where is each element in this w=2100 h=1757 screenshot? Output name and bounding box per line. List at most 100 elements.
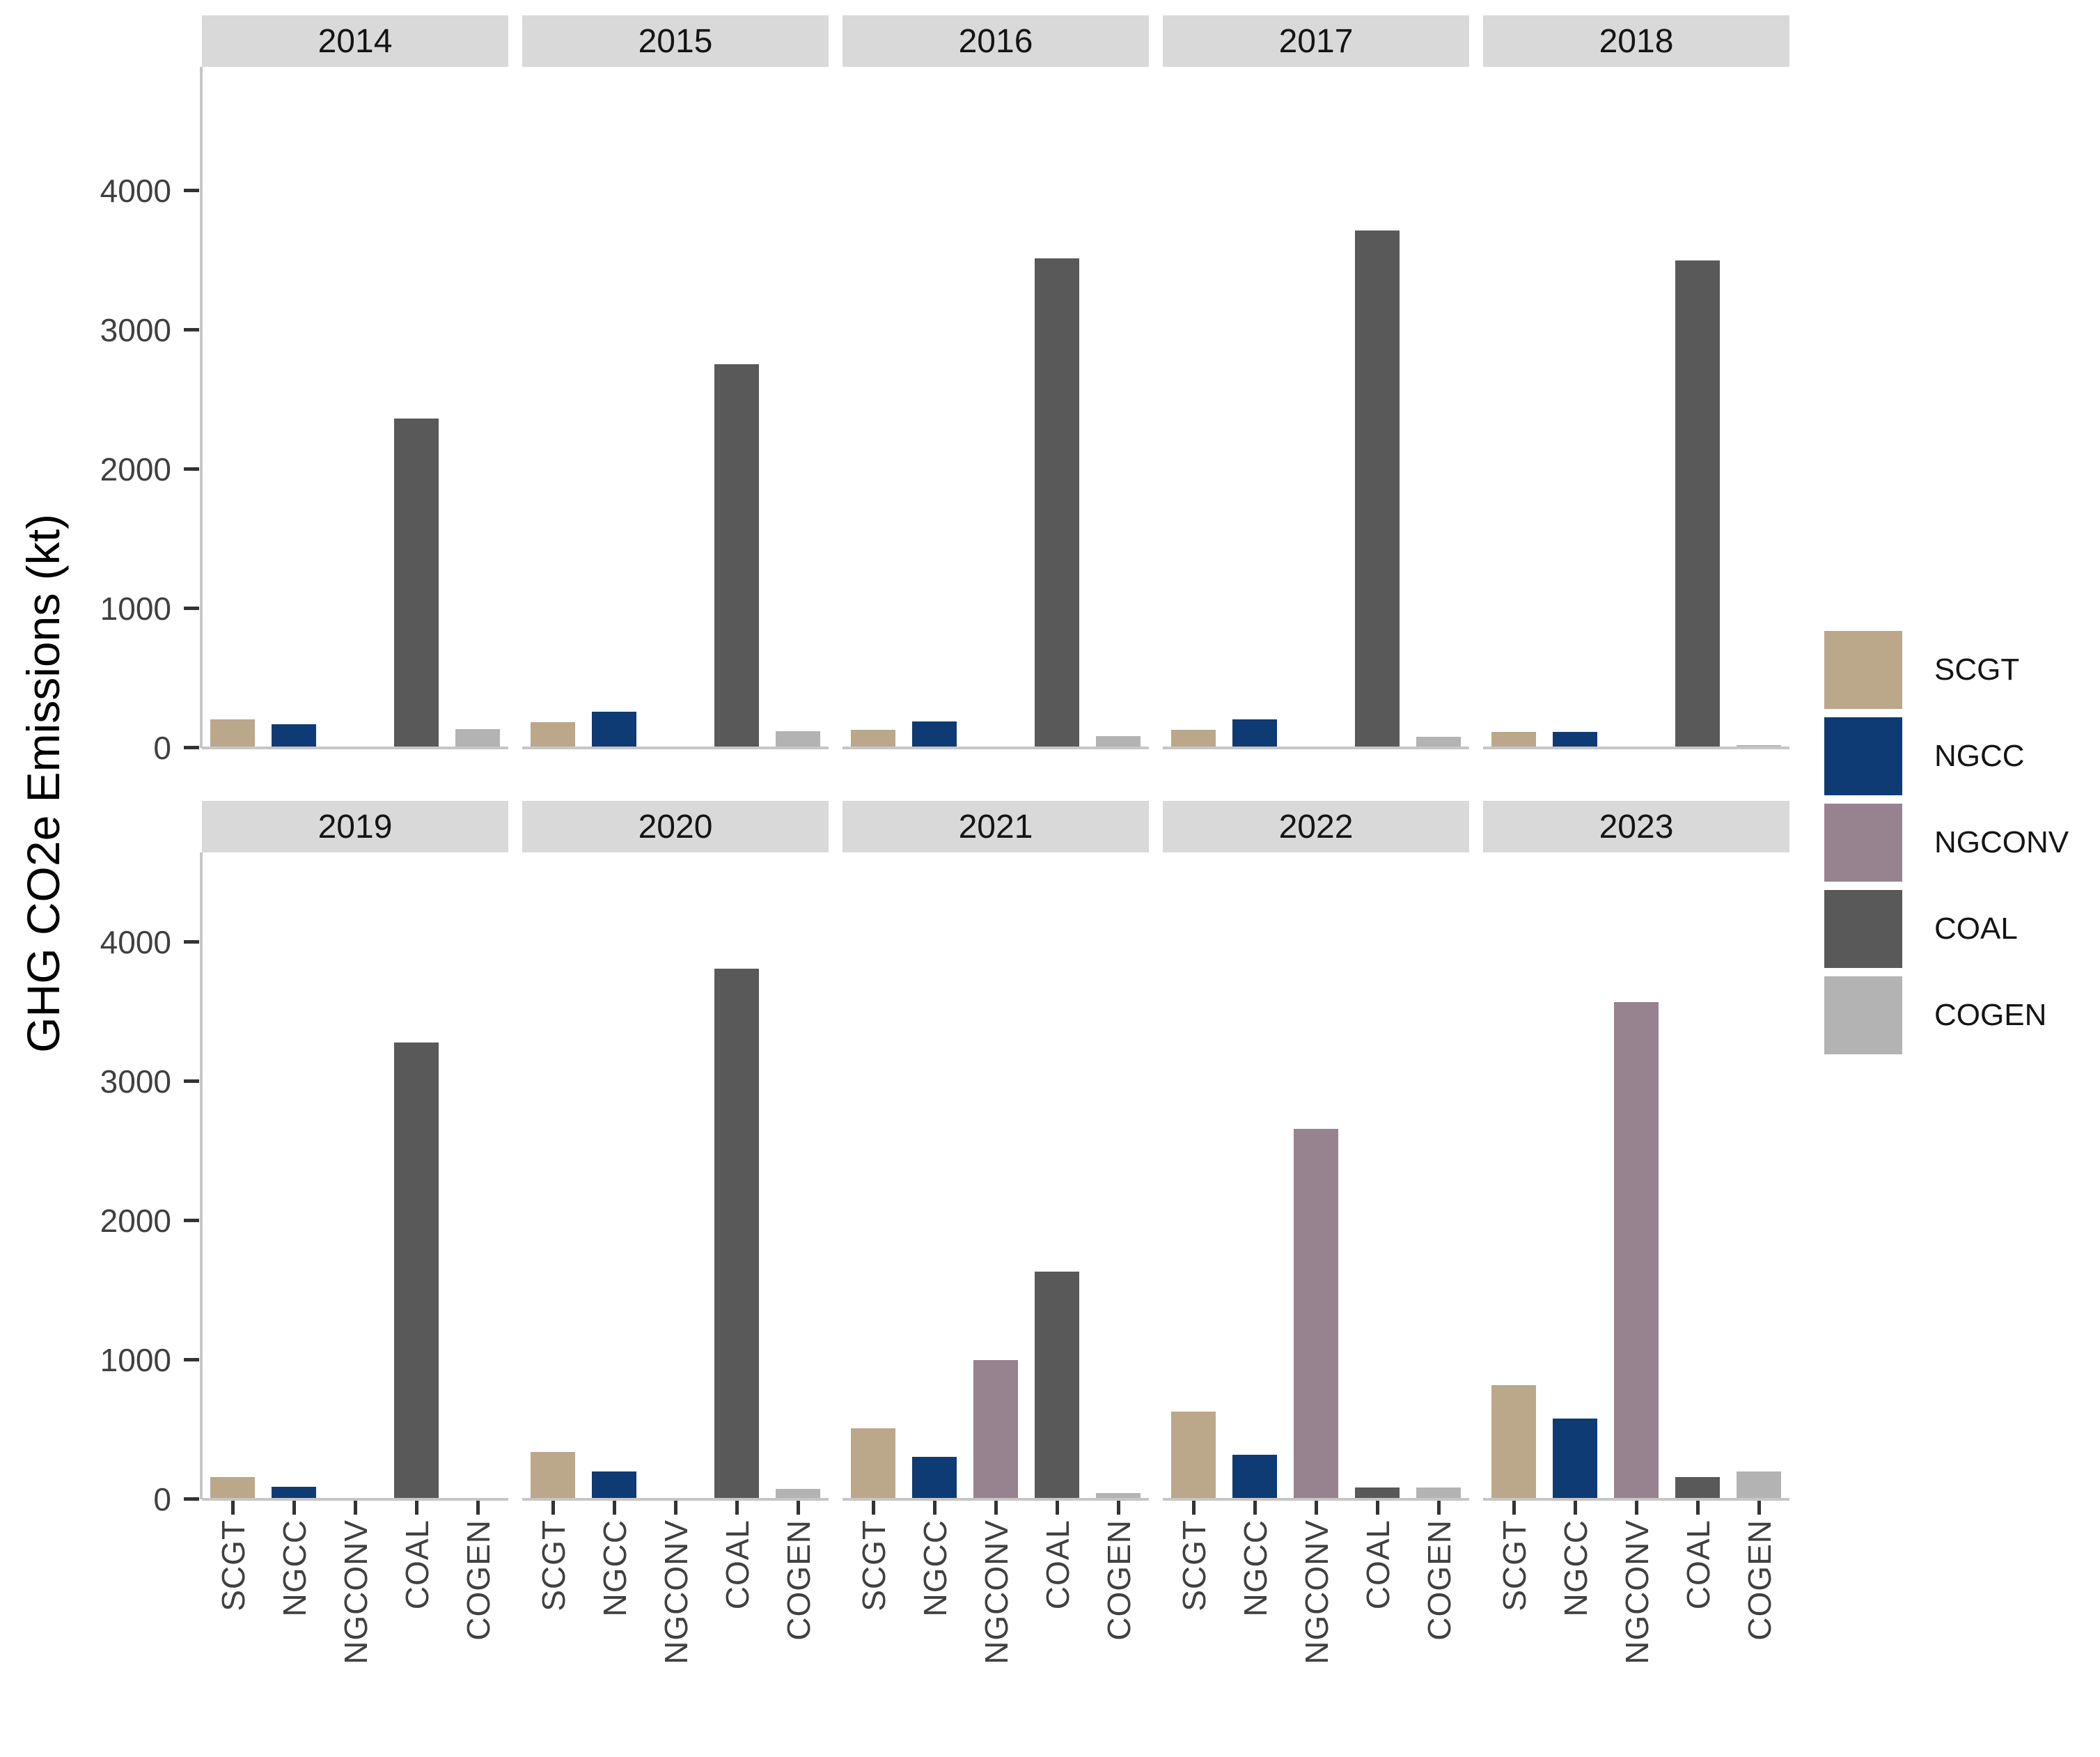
bar-2022-COGEN [1416, 1487, 1461, 1499]
y-tick-label-4000: 4000 [100, 924, 171, 960]
bar-2017-COGEN [1416, 737, 1461, 748]
y-tick-label-0: 0 [153, 730, 171, 766]
x-axis-label-2021-NGCC: NGCC [917, 1520, 953, 1617]
x-axis-label-2022-COAL: COAL [1360, 1520, 1396, 1610]
legend-swatch-SCGT [1824, 631, 1902, 709]
x-tick-2021-SCGT [872, 1501, 875, 1515]
bar-2016-SCGT [851, 730, 895, 748]
bar-2018-SCGT [1491, 732, 1536, 748]
facet-strip-2017: 2017 [1163, 15, 1469, 67]
bar-2014-SCGT [210, 719, 255, 748]
legend-item-COAL: COAL [1824, 890, 2018, 968]
x-tick-2021-COAL [1056, 1501, 1059, 1515]
bar-2022-SCGT [1171, 1412, 1216, 1499]
y-axis-line [200, 852, 203, 1499]
x-tick-2019-SCGT [231, 1501, 235, 1515]
x-axis-label-2023-SCGT: SCGT [1496, 1520, 1533, 1611]
x-tick-2020-NGCC [613, 1501, 616, 1515]
x-tick-2020-COGEN [797, 1501, 800, 1515]
x-axis-label-2022-NGCONV: NGCONV [1299, 1520, 1335, 1664]
x-axis-line [1483, 747, 1789, 749]
legend-label-COAL: COAL [1934, 912, 2018, 946]
x-tick-2020-COAL [735, 1501, 739, 1515]
bar-2016-COAL [1035, 258, 1079, 748]
y-tick-label-3000: 3000 [100, 312, 171, 348]
x-axis-label-2022-SCGT: SCGT [1176, 1520, 1212, 1611]
facet-strip-2022: 2022 [1163, 801, 1469, 852]
x-axis-label-2020-COGEN: COGEN [781, 1520, 817, 1641]
facet-panel-2023 [1483, 852, 1789, 1499]
bar-2018-COAL [1675, 260, 1720, 748]
bar-2019-COAL [394, 1043, 439, 1499]
x-tick-2022-COAL [1376, 1501, 1379, 1515]
bar-2015-SCGT [531, 722, 575, 748]
facet-panel-2021 [843, 852, 1149, 1499]
x-axis-label-2020-NGCONV: NGCONV [658, 1520, 694, 1664]
legend-item-NGCONV: NGCONV [1824, 804, 2069, 882]
legend-item-NGCC: NGCC [1824, 717, 2025, 795]
x-axis-label-2021-COGEN: COGEN [1101, 1520, 1137, 1641]
x-tick-2019-NGCC [292, 1501, 296, 1515]
bar-2021-NGCONV [973, 1360, 1018, 1499]
facet-panel-2020 [522, 852, 829, 1499]
x-axis-label-2020-SCGT: SCGT [535, 1520, 572, 1611]
facet-strip-2016: 2016 [843, 15, 1149, 67]
y-tick-mark-0 [184, 746, 199, 749]
bar-2020-COGEN [776, 1489, 820, 1499]
x-axis-line [1483, 1498, 1789, 1501]
x-tick-2020-NGCONV [674, 1501, 677, 1515]
x-axis-label-2019-SCGT: SCGT [215, 1520, 251, 1611]
bar-2023-NGCC [1553, 1419, 1597, 1499]
bar-2021-COAL [1035, 1272, 1079, 1499]
facet-panel-2015 [522, 67, 829, 748]
x-axis-label-2021-SCGT: SCGT [856, 1520, 892, 1611]
x-axis-label-2019-COAL: COAL [399, 1520, 435, 1610]
y-tick-label-0: 0 [153, 1481, 171, 1517]
bar-2015-COAL [714, 364, 759, 748]
y-tick-mark-3000 [184, 328, 199, 331]
y-tick-label-1000: 1000 [100, 1342, 171, 1378]
x-axis-line [843, 747, 1149, 749]
bar-2020-COAL [714, 969, 759, 1499]
facet-panel-2014 [202, 67, 508, 748]
x-tick-2022-COGEN [1437, 1501, 1441, 1515]
legend-label-COGEN: COGEN [1934, 998, 2047, 1032]
x-axis-label-2019-COGEN: COGEN [460, 1520, 496, 1641]
legend-swatch-NGCC [1824, 717, 1902, 795]
x-axis-label-2019-NGCONV: NGCONV [338, 1520, 374, 1664]
x-axis-line [1163, 1498, 1469, 1501]
x-tick-2022-NGCC [1253, 1501, 1257, 1515]
y-tick-label-4000: 4000 [100, 173, 171, 209]
x-axis-label-2020-NGCC: NGCC [597, 1520, 633, 1617]
x-tick-2019-COGEN [476, 1501, 480, 1515]
bar-2021-COGEN [1096, 1493, 1141, 1499]
facet-panel-2022 [1163, 852, 1469, 1499]
x-axis-label-2023-NGCC: NGCC [1558, 1520, 1594, 1617]
bar-2015-NGCC [592, 712, 636, 748]
legend-swatch-COGEN [1824, 976, 1902, 1054]
y-tick-mark-2000 [184, 467, 199, 471]
x-tick-2023-SCGT [1512, 1501, 1516, 1515]
bar-2014-COGEN [455, 729, 500, 748]
bar-2017-SCGT [1171, 730, 1216, 748]
x-tick-2021-COGEN [1117, 1501, 1120, 1515]
x-axis-label-2021-COAL: COAL [1040, 1520, 1076, 1610]
y-tick-mark-2000 [184, 1219, 199, 1222]
x-tick-2019-NGCONV [354, 1501, 357, 1515]
legend-label-NGCC: NGCC [1934, 739, 2025, 773]
legend-swatch-COAL [1824, 890, 1902, 968]
y-tick-mark-1000 [184, 607, 199, 610]
facet-strip-2015: 2015 [522, 15, 829, 67]
facet-panel-2019 [202, 852, 508, 1499]
bar-2023-COGEN [1737, 1471, 1781, 1499]
facet-strip-2023: 2023 [1483, 801, 1789, 852]
bar-2019-NGCC [272, 1487, 316, 1499]
bar-2018-NGCC [1553, 732, 1597, 748]
x-axis-label-2023-NGCONV: NGCONV [1619, 1520, 1655, 1664]
bar-2021-NGCC [912, 1457, 957, 1499]
y-tick-label-2000: 2000 [100, 451, 171, 487]
y-tick-mark-4000 [184, 189, 199, 192]
bar-2015-COGEN [776, 731, 820, 748]
x-tick-2021-NGCONV [994, 1501, 998, 1515]
